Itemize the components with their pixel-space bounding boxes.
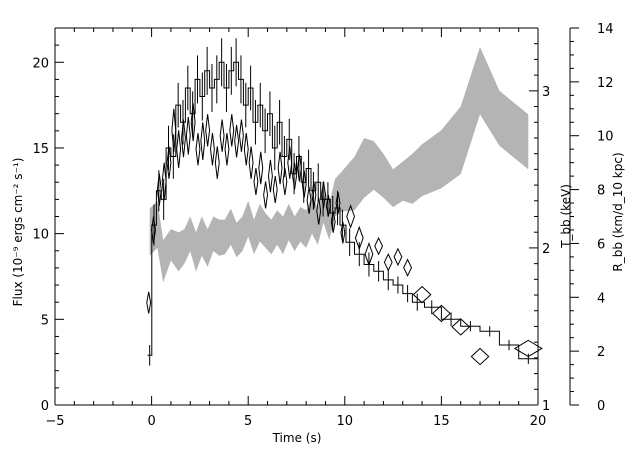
x-axis-title: Time (s) (272, 431, 322, 445)
radius-diamond (393, 247, 403, 267)
radius-diamond (451, 318, 471, 336)
radius-diamond (364, 241, 374, 267)
radius-diamond (340, 221, 346, 244)
left-y-tick-label: 10 (32, 228, 49, 243)
radius-diamond (354, 225, 364, 251)
left-y-tick-label: 0 (41, 399, 49, 414)
outer-right-y-tick-label: 14 (597, 22, 614, 37)
radius-diamond (263, 181, 269, 209)
radius-diamond (234, 124, 240, 158)
radius-diamond (219, 119, 225, 152)
outer-right-y-tick-label: 6 (597, 237, 605, 252)
radius-diamond (146, 291, 152, 314)
temperature-band (149, 46, 529, 283)
radius-diamond (301, 170, 307, 198)
inner-right-y-tick-label: 1 (542, 399, 550, 414)
radius-diamond (243, 132, 249, 166)
outer-right-y-tick-label: 0 (597, 399, 605, 414)
outer-right-y-tick-label: 12 (597, 76, 614, 91)
radius-diamond (316, 197, 322, 225)
radius-diamond (161, 162, 167, 201)
radius-diamond (383, 253, 393, 272)
radius-diamond (210, 132, 215, 166)
x-tick-label: 10 (337, 414, 354, 429)
outer-right-y-tick-label: 4 (597, 291, 605, 306)
radius-diamond-layer (146, 103, 543, 366)
radius-diamond (335, 192, 341, 214)
radius-diamond (306, 186, 312, 214)
radius-diamond (258, 151, 264, 185)
radius-diamond (166, 146, 172, 179)
inner-right-y-tick-label: 2 (542, 242, 550, 257)
radius-diamond (311, 181, 317, 209)
x-tick-label: 5 (244, 414, 252, 429)
left-y-axis-title: Flux (10⁻⁹ ergs cm⁻² s⁻¹) (11, 158, 25, 307)
left-y-tick-label: 5 (41, 313, 49, 328)
radius-diamond (253, 167, 259, 196)
radius-diamond (513, 339, 543, 358)
radius-diamond (292, 162, 298, 190)
radius-diamond (431, 304, 451, 323)
radius-diamond (248, 146, 254, 179)
x-tick-label: 0 (147, 414, 155, 429)
radius-diamond (151, 216, 156, 244)
radius-diamond (330, 211, 336, 233)
radius-diamond (171, 108, 177, 152)
radius-diamond (229, 114, 235, 147)
inner-right-y-axis-title: T_bb (keV) (559, 184, 573, 249)
radius-diamond (214, 146, 220, 179)
radius-diamond (296, 154, 302, 182)
radius-diamond (321, 181, 326, 209)
left-y-tick-label: 20 (32, 56, 49, 71)
radius-diamond (156, 173, 162, 206)
flux-step-line (147, 61, 538, 360)
radius-diamond (181, 119, 186, 158)
radius-diamond (239, 119, 244, 152)
radius-diamond (470, 347, 490, 366)
x-tick-label: 20 (530, 414, 547, 429)
radius-diamond (176, 130, 182, 169)
outer-right-y-axis-title: R_bb (km/d_10 kpc) (611, 152, 625, 271)
radius-diamond (224, 132, 230, 166)
outer-right-y-tick-label: 2 (597, 345, 605, 360)
x-tick-label: 15 (433, 414, 450, 429)
radius-diamond (190, 103, 196, 142)
radius-diamond (412, 285, 432, 304)
radius-diamond (272, 176, 278, 204)
radius-diamond (282, 167, 288, 196)
x-tick-label: −5 (45, 414, 64, 429)
radius-diamond (277, 151, 283, 185)
radius-diamond (403, 258, 413, 277)
radius-diamond (200, 122, 206, 161)
radius-diamond (195, 132, 201, 166)
outer-right-y-tick-label: 8 (597, 184, 605, 199)
outer-right-y-tick-label: 10 (597, 130, 614, 145)
radius-diamond (287, 146, 293, 179)
radius-diamond (374, 236, 384, 256)
radius-diamond (325, 194, 331, 217)
radius-diamond (205, 114, 211, 147)
radius-diamond (185, 116, 191, 155)
inner-right-y-tick-label: 3 (542, 85, 550, 100)
radius-diamond (346, 204, 355, 229)
radius-diamond (267, 159, 273, 193)
temperature-band-layer (149, 46, 529, 283)
left-y-tick-label: 15 (32, 142, 49, 157)
